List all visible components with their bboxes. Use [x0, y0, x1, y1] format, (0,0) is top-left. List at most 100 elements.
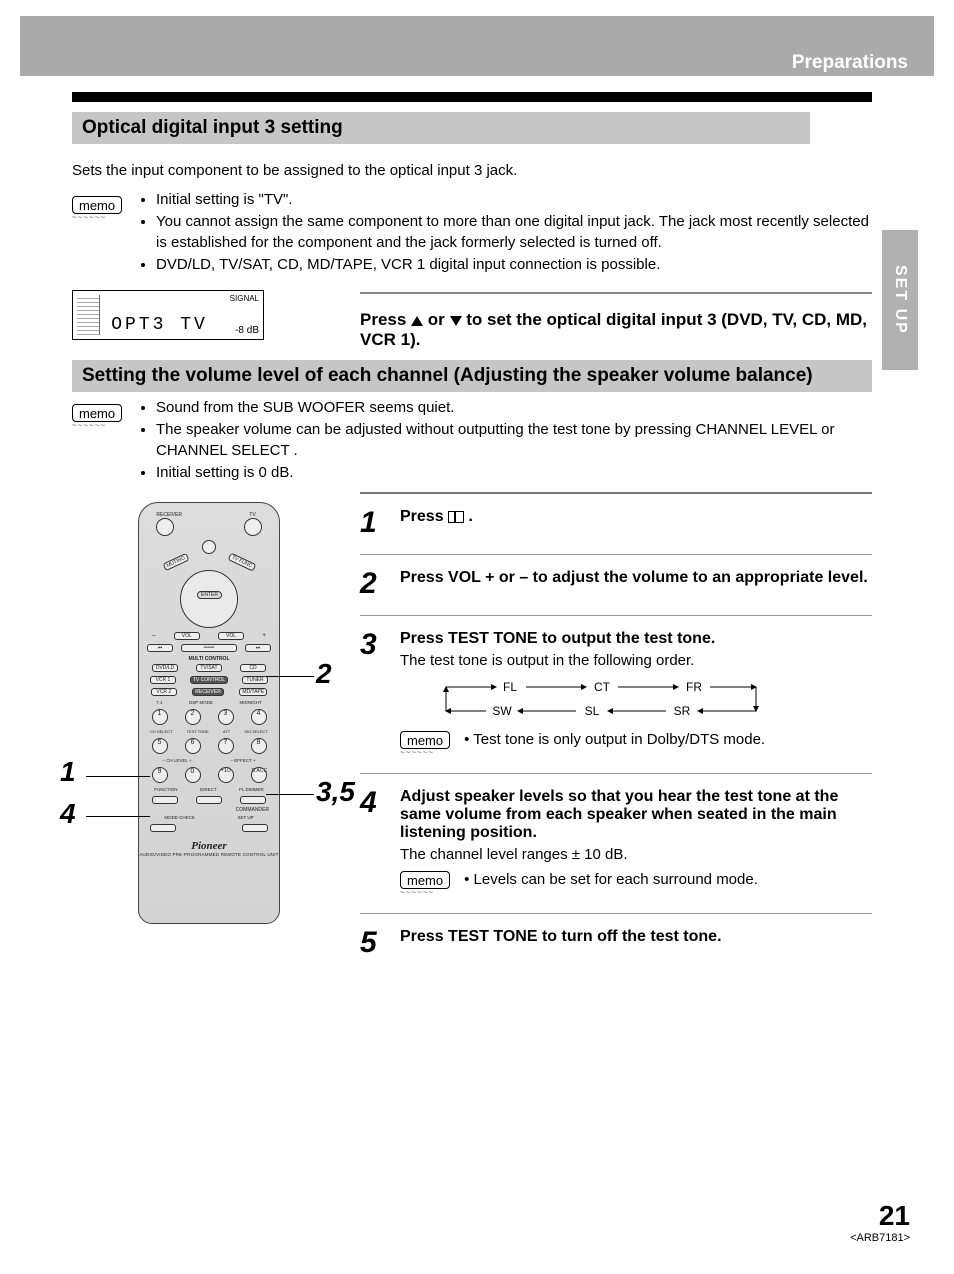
remote-label: FL DIMMER — [239, 787, 264, 792]
display-signal-label: SIGNAL — [230, 294, 259, 303]
step-number: 4 — [360, 788, 400, 897]
doc-code: <ARB7181> — [850, 1232, 910, 1244]
memo-label: memo — [72, 196, 122, 214]
tvfunc-button: TV FUNC — [227, 553, 255, 572]
list-item: Sound from the SUB WOOFER seems quiet. — [156, 398, 876, 418]
nav-wheel: ENTER — [180, 570, 238, 628]
callout-number-2: 2 — [316, 658, 332, 690]
prev-button-icon: ⏮ — [147, 644, 173, 652]
brand-sublabel: AUDIO/VIDEO PRE-PROGRAMMED REMOTE CONTRO… — [139, 852, 279, 857]
side-tab-setup: SET UP — [882, 230, 918, 370]
memo-badge: memo ~~~~~~ — [72, 196, 122, 222]
list-item: The speaker volume can be adjusted witho… — [156, 420, 876, 461]
remote-label: CH SELECT — [150, 729, 172, 734]
num-button: 2 — [185, 709, 201, 725]
step-title: Press VOL + or – to adjust the volume to… — [400, 569, 872, 587]
src-button: MD/TAPE — [239, 688, 267, 696]
memo-decoration: ~~~~~~ — [72, 421, 122, 430]
num-button: 7 — [218, 738, 234, 754]
remote-label: ATT — [223, 729, 230, 734]
display-db-value: -8 dB — [235, 325, 259, 336]
step-number: 1 — [360, 508, 400, 538]
page-number: 21 — [850, 1200, 910, 1232]
callout-number-35: 3,5 — [316, 776, 355, 808]
steps-list: 1 Press . 2 Press VOL + or – to adjust t… — [360, 492, 872, 974]
pill-button-icon — [150, 824, 176, 832]
src-button: VCR 1 — [150, 676, 176, 684]
num-button: 3 — [218, 709, 234, 725]
vol-plus-button: VOL — [218, 632, 244, 640]
callout-number-1: 1 — [60, 756, 76, 788]
remote-label: SET UP — [238, 815, 254, 820]
step-subtext: The test tone is output in the following… — [400, 652, 872, 669]
triangle-down-icon — [450, 316, 462, 326]
text-fragment: Press — [360, 310, 411, 329]
remote-label: TV — [244, 512, 262, 518]
remote-label: TEST TONE — [187, 729, 209, 734]
step-number: 3 — [360, 630, 400, 757]
remote-label: EFFECT — [234, 758, 251, 763]
section1-intro: Sets the input component to be assigned … — [72, 162, 517, 179]
remote-illustration-area: RECEIVER TV MUTING TV FUNC ENTER –VOLVOL… — [56, 494, 356, 1014]
section2-bullet-list: Sound from the SUB WOOFER seems quiet. T… — [136, 398, 876, 485]
memo-label: memo — [400, 731, 450, 749]
remote-label: DIRECT — [200, 787, 217, 792]
num-button: 8 — [251, 738, 267, 754]
list-item: You cannot assign the same component to … — [156, 212, 876, 253]
src-button: DVD/LD — [152, 664, 178, 672]
dolby-icon — [448, 511, 464, 523]
text-fragment: Press — [400, 508, 448, 525]
text-fragment: Levels can be set for each surround mode… — [474, 871, 758, 888]
step-1: 1 Press . — [360, 492, 872, 554]
remote-label: RECEIVER — [156, 512, 182, 518]
small-button-icon — [202, 540, 216, 554]
next-button-icon: ⏭ — [245, 644, 271, 652]
step-number: 5 — [360, 928, 400, 958]
list-item: Initial setting is 0 dB. — [156, 463, 876, 483]
svg-text:SR: SR — [674, 704, 691, 718]
tone-order-svg: FL CT FR SR SL SW — [436, 677, 796, 723]
callout-number-4: 4 — [60, 798, 76, 830]
display-right-col: SIGNAL -8 dB — [215, 291, 263, 339]
memo-badge: memo~~~~~~ — [400, 871, 450, 897]
muting-button: MUTING — [162, 553, 189, 571]
section-heading-volume: Setting the volume level of each channel… — [72, 360, 872, 392]
num-button: 1 — [152, 709, 168, 725]
triangle-up-icon — [411, 316, 423, 326]
pill-button-icon — [242, 824, 268, 832]
section-heading-optical: Optical digital input 3 setting — [72, 112, 810, 144]
num-button: +10 — [218, 767, 234, 783]
num-button: D.ACC — [251, 767, 267, 783]
step-4: 4 Adjust speaker levels so that you hear… — [360, 773, 872, 913]
press-instruction: Press or to set the optical digital inpu… — [360, 310, 870, 350]
src-button: TUNER — [242, 676, 268, 684]
step-5: 5 Press TEST TONE to turn off the test t… — [360, 913, 872, 974]
num-button: 0 — [185, 767, 201, 783]
lcd-display-illustration: OPT3 TV SIGNAL -8 dB — [72, 290, 264, 340]
memo-text: • Levels can be set for each surround mo… — [464, 871, 758, 888]
num-button: 9 — [152, 767, 168, 783]
list-item: DVD/LD, TV/SAT, CD, MD/TAPE, VCR 1 digit… — [156, 255, 876, 275]
step-number: 2 — [360, 569, 400, 599]
slider-icon: ═══ — [181, 644, 237, 652]
memo-badge: memo ~~~~~~ — [72, 404, 122, 430]
svg-text:SW: SW — [492, 704, 512, 718]
memo-badge: memo~~~~~~ — [400, 731, 450, 757]
display-grille-icon — [77, 295, 100, 335]
svg-text:CT: CT — [594, 680, 611, 694]
memo-text: • Test tone is only output in Dolby/DTS … — [464, 731, 765, 748]
memo-decoration: ~~~~~~ — [400, 748, 450, 757]
remote-label: MIDNIGHT — [239, 700, 261, 705]
vol-minus-button: VOL — [174, 632, 200, 640]
power-button-icon — [244, 518, 262, 536]
text-fragment: Test tone is only output in Dolby/DTS mo… — [473, 731, 765, 748]
step-memo: memo~~~~~~ • Levels can be set for each … — [400, 871, 872, 897]
page-footer: 21 <ARB7181> — [850, 1200, 910, 1244]
pill-button-icon — [240, 796, 266, 804]
enter-button: ENTER — [197, 591, 222, 599]
svg-text:SL: SL — [585, 704, 600, 718]
thick-horizontal-rule — [72, 92, 872, 102]
remote-label: MODE CHECK — [164, 815, 195, 820]
src-button: RECEIVER — [192, 688, 224, 696]
pill-button-icon — [152, 796, 178, 804]
